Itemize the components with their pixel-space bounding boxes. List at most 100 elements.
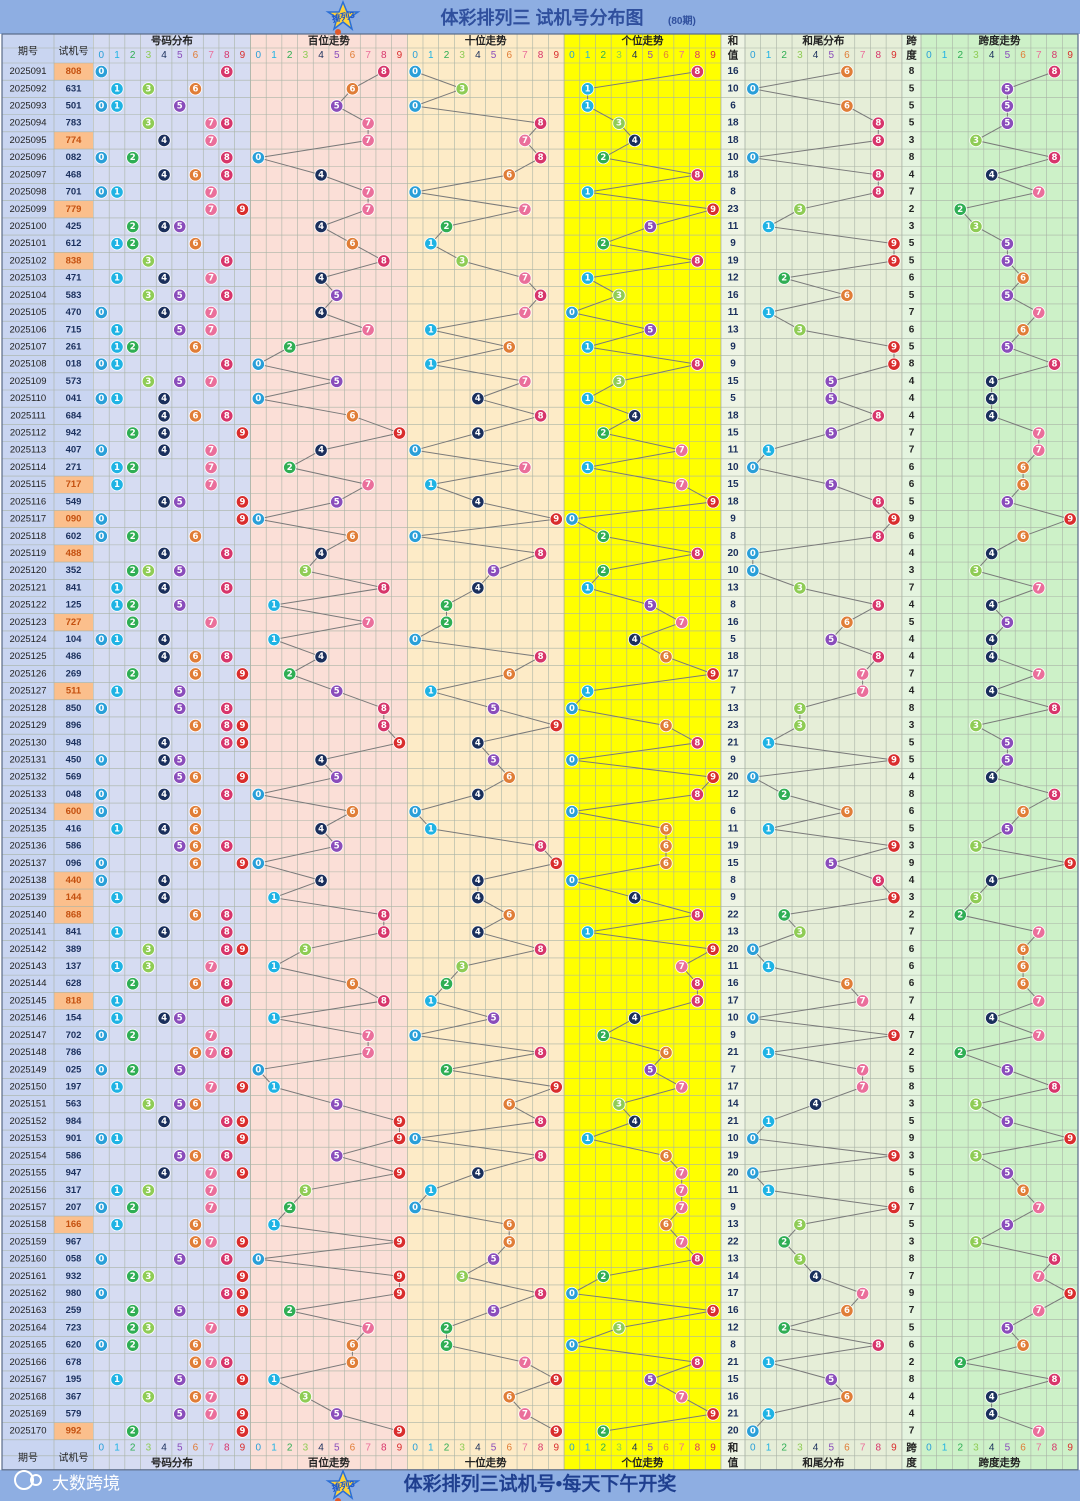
svg-text:6: 6 bbox=[844, 67, 850, 77]
svg-text:2: 2 bbox=[130, 153, 136, 163]
sum-tail-ball: 1 bbox=[761, 1355, 776, 1369]
svg-text:5: 5 bbox=[1004, 738, 1010, 748]
issue-number: 2025143 bbox=[10, 961, 47, 972]
span-value: 6 bbox=[909, 531, 915, 542]
digit-header: 5 bbox=[1005, 1442, 1011, 1453]
sum-tail-ball: 1 bbox=[761, 1407, 776, 1421]
issue-number: 2025118 bbox=[10, 531, 46, 542]
tail-section-label: 和尾分布 bbox=[801, 1456, 844, 1469]
distribution-ball: 4 bbox=[157, 133, 171, 148]
span-value: 2 bbox=[909, 204, 915, 215]
span-header: 跨 bbox=[906, 1441, 917, 1454]
distribution-ball: 4 bbox=[157, 409, 171, 423]
distribution-ball: 2 bbox=[126, 1304, 140, 1318]
svg-text:5: 5 bbox=[177, 1375, 183, 1385]
digit-header: 3 bbox=[146, 1442, 152, 1453]
span-value: 5 bbox=[909, 290, 915, 301]
span-ball: 5 bbox=[1000, 82, 1014, 96]
svg-text:0: 0 bbox=[98, 360, 104, 370]
units-section-label: 个位走势 bbox=[621, 1456, 664, 1469]
span-ball: 7 bbox=[1032, 667, 1046, 681]
svg-text:0: 0 bbox=[412, 102, 418, 112]
svg-text:0: 0 bbox=[569, 756, 575, 766]
draw-number: 041 bbox=[66, 393, 83, 404]
svg-text:8: 8 bbox=[224, 153, 230, 163]
svg-text:0: 0 bbox=[255, 360, 261, 370]
footer-slogan: 体彩排列三试机号•每天下午开奖 bbox=[404, 1472, 678, 1495]
distribution-ball: 5 bbox=[173, 323, 187, 337]
svg-text:8: 8 bbox=[694, 1358, 700, 1368]
issue-number: 2025124 bbox=[10, 634, 47, 645]
draw-number: 269 bbox=[66, 668, 82, 679]
svg-text:6: 6 bbox=[192, 84, 198, 94]
sum-tail-ball: 1 bbox=[761, 305, 776, 320]
span-value: 7 bbox=[909, 1426, 915, 1437]
distribution-ball: 5 bbox=[173, 495, 187, 509]
svg-text:5: 5 bbox=[1004, 1065, 1010, 1075]
distribution-ball: 4 bbox=[157, 305, 171, 320]
svg-text:3: 3 bbox=[145, 1272, 151, 1282]
hundreds-ball: 1 bbox=[267, 598, 281, 612]
svg-text:8: 8 bbox=[224, 583, 230, 593]
svg-text:9: 9 bbox=[710, 773, 716, 783]
svg-text:4: 4 bbox=[632, 1014, 638, 1024]
svg-text:0: 0 bbox=[750, 84, 756, 94]
tens-ball: 7 bbox=[518, 133, 532, 148]
tens-ball: 8 bbox=[533, 1149, 548, 1163]
svg-text:8: 8 bbox=[875, 170, 881, 180]
svg-text:2: 2 bbox=[130, 566, 136, 576]
svg-text:1: 1 bbox=[114, 1014, 120, 1024]
sum-tail-ball: 0 bbox=[746, 82, 760, 96]
issue-header: 期号 bbox=[18, 45, 38, 57]
issue-number: 2025163 bbox=[10, 1305, 47, 1316]
tens-ball: 3 bbox=[455, 254, 469, 268]
issue-number: 2025162 bbox=[10, 1288, 47, 1299]
digit-header: 5 bbox=[491, 50, 497, 61]
svg-text:6: 6 bbox=[844, 1306, 850, 1316]
footer-banner bbox=[0, 1469, 1080, 1501]
svg-text:1: 1 bbox=[114, 601, 120, 611]
digit-header: 6 bbox=[506, 50, 512, 61]
units-ball: 1 bbox=[581, 460, 595, 475]
svg-text:4: 4 bbox=[161, 497, 167, 507]
units-ball: 9 bbox=[706, 770, 720, 784]
distribution-ball: 2 bbox=[126, 1269, 140, 1283]
digit-header: 0 bbox=[569, 50, 575, 61]
digit-header: 1 bbox=[428, 1442, 434, 1453]
svg-text:7: 7 bbox=[860, 687, 866, 697]
svg-text:1: 1 bbox=[114, 1082, 120, 1092]
svg-text:4: 4 bbox=[161, 824, 167, 834]
distribution-ball: 0 bbox=[94, 1132, 108, 1146]
digit-header: 4 bbox=[813, 50, 819, 61]
sum-value: 11 bbox=[728, 221, 739, 232]
units-ball: 0 bbox=[565, 1338, 579, 1352]
units-ball: 2 bbox=[596, 1028, 610, 1042]
distribution-ball: 0 bbox=[94, 1252, 108, 1266]
hundreds-ball: 8 bbox=[377, 65, 391, 79]
hundreds-ball: 5 bbox=[330, 288, 344, 302]
issue-number: 2025165 bbox=[10, 1340, 47, 1351]
distribution-ball: 7 bbox=[204, 1045, 218, 1060]
distribution-ball: 4 bbox=[157, 581, 171, 595]
sum-value: 8 bbox=[730, 600, 736, 611]
svg-text:6: 6 bbox=[506, 1100, 512, 1110]
svg-text:8: 8 bbox=[381, 928, 387, 938]
units-ball: 1 bbox=[581, 82, 595, 96]
svg-text:4: 4 bbox=[989, 773, 995, 783]
svg-text:8: 8 bbox=[224, 790, 230, 800]
tens-ball: 2 bbox=[439, 1338, 454, 1352]
sum-value: 8 bbox=[730, 531, 736, 542]
units-ball: 8 bbox=[690, 977, 704, 991]
svg-text:8: 8 bbox=[224, 979, 230, 989]
digit-header: 0 bbox=[926, 50, 932, 61]
draw-number: 612 bbox=[66, 238, 82, 249]
svg-text:0: 0 bbox=[569, 704, 575, 714]
distribution-ball: 7 bbox=[204, 1355, 218, 1369]
svg-text:4: 4 bbox=[161, 635, 167, 645]
sum-tail-ball: 8 bbox=[871, 1338, 885, 1352]
sum-tail-ball: 3 bbox=[793, 1252, 807, 1266]
svg-text:3: 3 bbox=[459, 256, 465, 266]
tens-ball: 5 bbox=[486, 1252, 501, 1266]
svg-text:7: 7 bbox=[1036, 308, 1042, 318]
svg-text:8: 8 bbox=[1051, 704, 1057, 714]
